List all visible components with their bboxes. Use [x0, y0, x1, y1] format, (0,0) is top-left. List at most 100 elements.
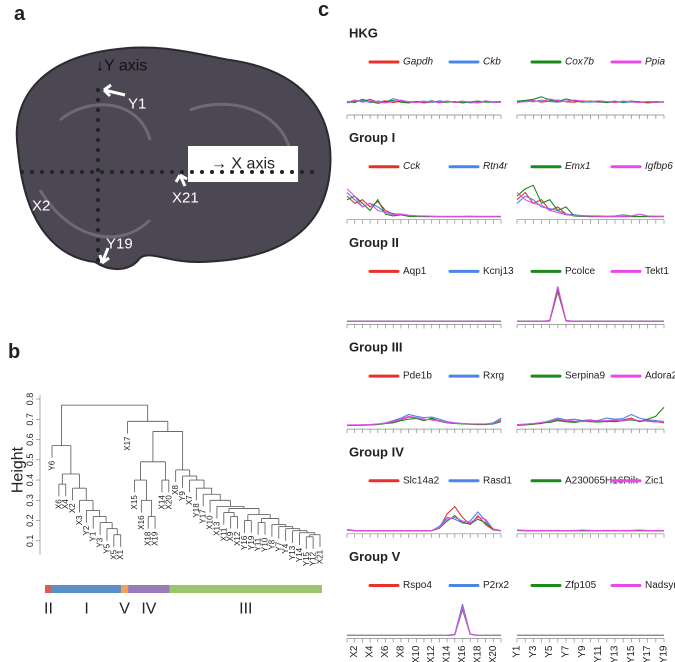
- cluster-bar: [51, 585, 122, 593]
- grid-dot: [220, 170, 224, 174]
- leaf-label: X14: [157, 495, 166, 510]
- leaf-label: X4: [61, 499, 70, 509]
- y-tick-label: 0.5: [25, 454, 35, 467]
- leaf-label: X10: [206, 515, 215, 530]
- legend-label: Rxrg: [483, 371, 504, 382]
- x-tick-label: X2: [349, 645, 360, 658]
- legend-label: Rasd1: [483, 475, 512, 486]
- cluster-label: V: [119, 601, 130, 618]
- grid-dot: [96, 238, 100, 242]
- legend-label: Slc14a2: [403, 475, 440, 486]
- x-tick-label: Y17: [642, 645, 653, 662]
- leaf-label: Y14: [295, 547, 304, 562]
- cluster-label: IV: [141, 601, 156, 618]
- series-line: [346, 188, 501, 217]
- grid-dot: [240, 170, 244, 174]
- x21-label: X21: [172, 190, 199, 207]
- grid-dot: [96, 118, 100, 122]
- grid-dot: [180, 170, 184, 174]
- y19-label: Y19: [106, 236, 133, 253]
- x-tick-label: Y15: [626, 645, 637, 662]
- x-tick-label: Y19: [659, 645, 670, 662]
- leaf-label: X12: [233, 531, 242, 546]
- cluster-label: III: [239, 601, 252, 618]
- legend-label: Rspo4: [403, 580, 432, 591]
- legend-label: Nadsyn1: [645, 580, 675, 591]
- grid-dot: [190, 170, 194, 174]
- x-tick-label: X16: [457, 645, 468, 662]
- grid-dot: [96, 148, 100, 152]
- x-tick-label: X18: [472, 645, 483, 662]
- series-line: [516, 96, 665, 104]
- leaf-label: X11: [219, 527, 228, 541]
- x-tick-label: X6: [380, 645, 391, 658]
- group-title: Group II: [349, 235, 399, 250]
- leaf-label: Y19: [247, 535, 256, 550]
- leaf-label: X3: [75, 515, 84, 525]
- cluster-label: II: [44, 601, 53, 618]
- x-tick-label: X20: [488, 645, 499, 662]
- leaf-label: X8: [171, 485, 180, 495]
- series-line: [517, 289, 664, 322]
- leaf-label: Y10: [261, 537, 270, 552]
- grid-dot: [100, 170, 104, 174]
- group-title: Group IV: [349, 444, 404, 459]
- legend-label: Cck: [403, 161, 421, 172]
- x-tick-label: X10: [411, 645, 422, 662]
- leaf-label: Y6: [48, 460, 57, 470]
- leaf-label: Y12: [309, 551, 318, 566]
- slice-texture: [38, 102, 292, 239]
- grid-dot: [300, 170, 304, 174]
- x-tick-label: X8: [395, 645, 406, 658]
- panel-label: c: [318, 0, 329, 21]
- leaf-label: Y7: [274, 541, 283, 551]
- grid-dot: [50, 170, 54, 174]
- y-axis-title: Height: [10, 446, 27, 493]
- series-line: [346, 516, 502, 532]
- arrows: [8, 83, 188, 265]
- leaf-label: X9: [226, 531, 235, 541]
- series-line: [517, 287, 664, 322]
- legend-label: Ckb: [483, 57, 501, 68]
- series-line: [347, 607, 501, 636]
- x2-label: X2: [32, 198, 50, 215]
- series-line: [517, 286, 664, 322]
- grid-dot: [70, 170, 74, 174]
- y-tick-label: 0.6: [25, 433, 35, 446]
- leaf-label: X7: [185, 495, 194, 505]
- x-tick-label: Y1: [512, 645, 523, 658]
- grid-dot: [250, 170, 254, 174]
- legend-label: Ppia: [645, 57, 665, 68]
- grid-dot: [160, 170, 164, 174]
- legend-label: Tekt1: [645, 266, 669, 277]
- grid-dot: [290, 170, 294, 174]
- leaf-label: Y18: [192, 503, 201, 518]
- leaf-label: Y8: [267, 539, 276, 549]
- legend-label: Adora2a: [645, 371, 675, 382]
- grid-dot: [310, 170, 314, 174]
- leaf-label: Y2: [82, 525, 91, 535]
- grid-dot: [96, 228, 100, 232]
- grid-dot: [170, 170, 174, 174]
- leaf-label: X18: [144, 531, 153, 546]
- grid-dot: [96, 108, 100, 112]
- leaf-label: X1: [116, 549, 125, 559]
- cluster-bar: [121, 585, 129, 593]
- panel-label: a: [14, 3, 26, 25]
- series-line: [517, 288, 664, 322]
- legend-label: Zfp105: [565, 580, 597, 591]
- x-tick-label: Y5: [544, 645, 555, 658]
- leaf-label: X21: [316, 549, 325, 564]
- series-line: [347, 605, 501, 636]
- group-title: Group V: [349, 549, 401, 564]
- leaf-label: X17: [123, 436, 132, 451]
- leaf-label: Y15: [302, 551, 311, 566]
- cluster-bar: [128, 585, 170, 593]
- group-title: Group I: [349, 130, 395, 145]
- x-tick-label: X14: [442, 645, 453, 662]
- y-tick-label: 0.1: [25, 535, 35, 548]
- series-line: [346, 192, 501, 218]
- leaf-label: X5: [109, 549, 118, 559]
- grid-dot: [96, 218, 100, 222]
- grid-dot: [140, 170, 144, 174]
